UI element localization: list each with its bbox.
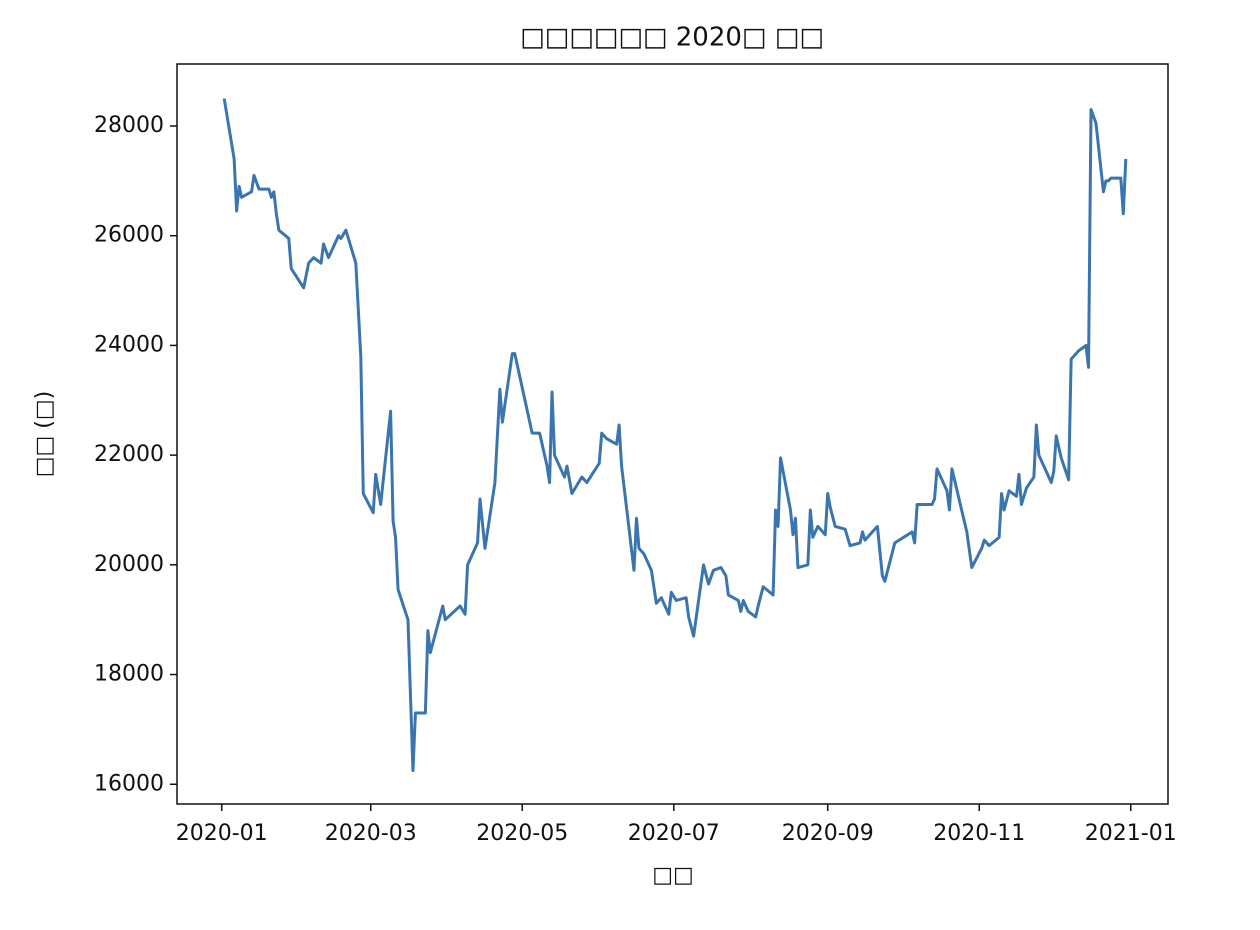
price-line bbox=[222, 98, 1128, 773]
y-tick-label: 18000 bbox=[94, 662, 164, 687]
x-tick-label: 2020-05 bbox=[476, 821, 568, 846]
x-axis-label: □□ bbox=[652, 863, 694, 888]
y-tick-label: 16000 bbox=[94, 771, 164, 796]
x-tick-label: 2020-09 bbox=[782, 821, 874, 846]
x-tick-label: 2020-01 bbox=[176, 821, 268, 846]
x-tick-label: 2020-07 bbox=[628, 821, 720, 846]
y-tick-label: 28000 bbox=[94, 113, 164, 138]
x-tick-label: 2021-01 bbox=[1085, 821, 1177, 846]
chart-title: □□□□□□ 2020□ □□ bbox=[520, 23, 824, 53]
x-tick-label: 2020-11 bbox=[933, 821, 1025, 846]
x-tick-label: 2020-03 bbox=[325, 821, 417, 846]
y-tick-label: 22000 bbox=[94, 442, 164, 467]
y-tick-label: 20000 bbox=[94, 552, 164, 577]
y-tick-label: 24000 bbox=[94, 332, 164, 357]
plot-frame bbox=[176, 63, 1169, 805]
y-axis-label: □□ (□) bbox=[32, 391, 57, 478]
y-tick-label: 26000 bbox=[94, 223, 164, 248]
